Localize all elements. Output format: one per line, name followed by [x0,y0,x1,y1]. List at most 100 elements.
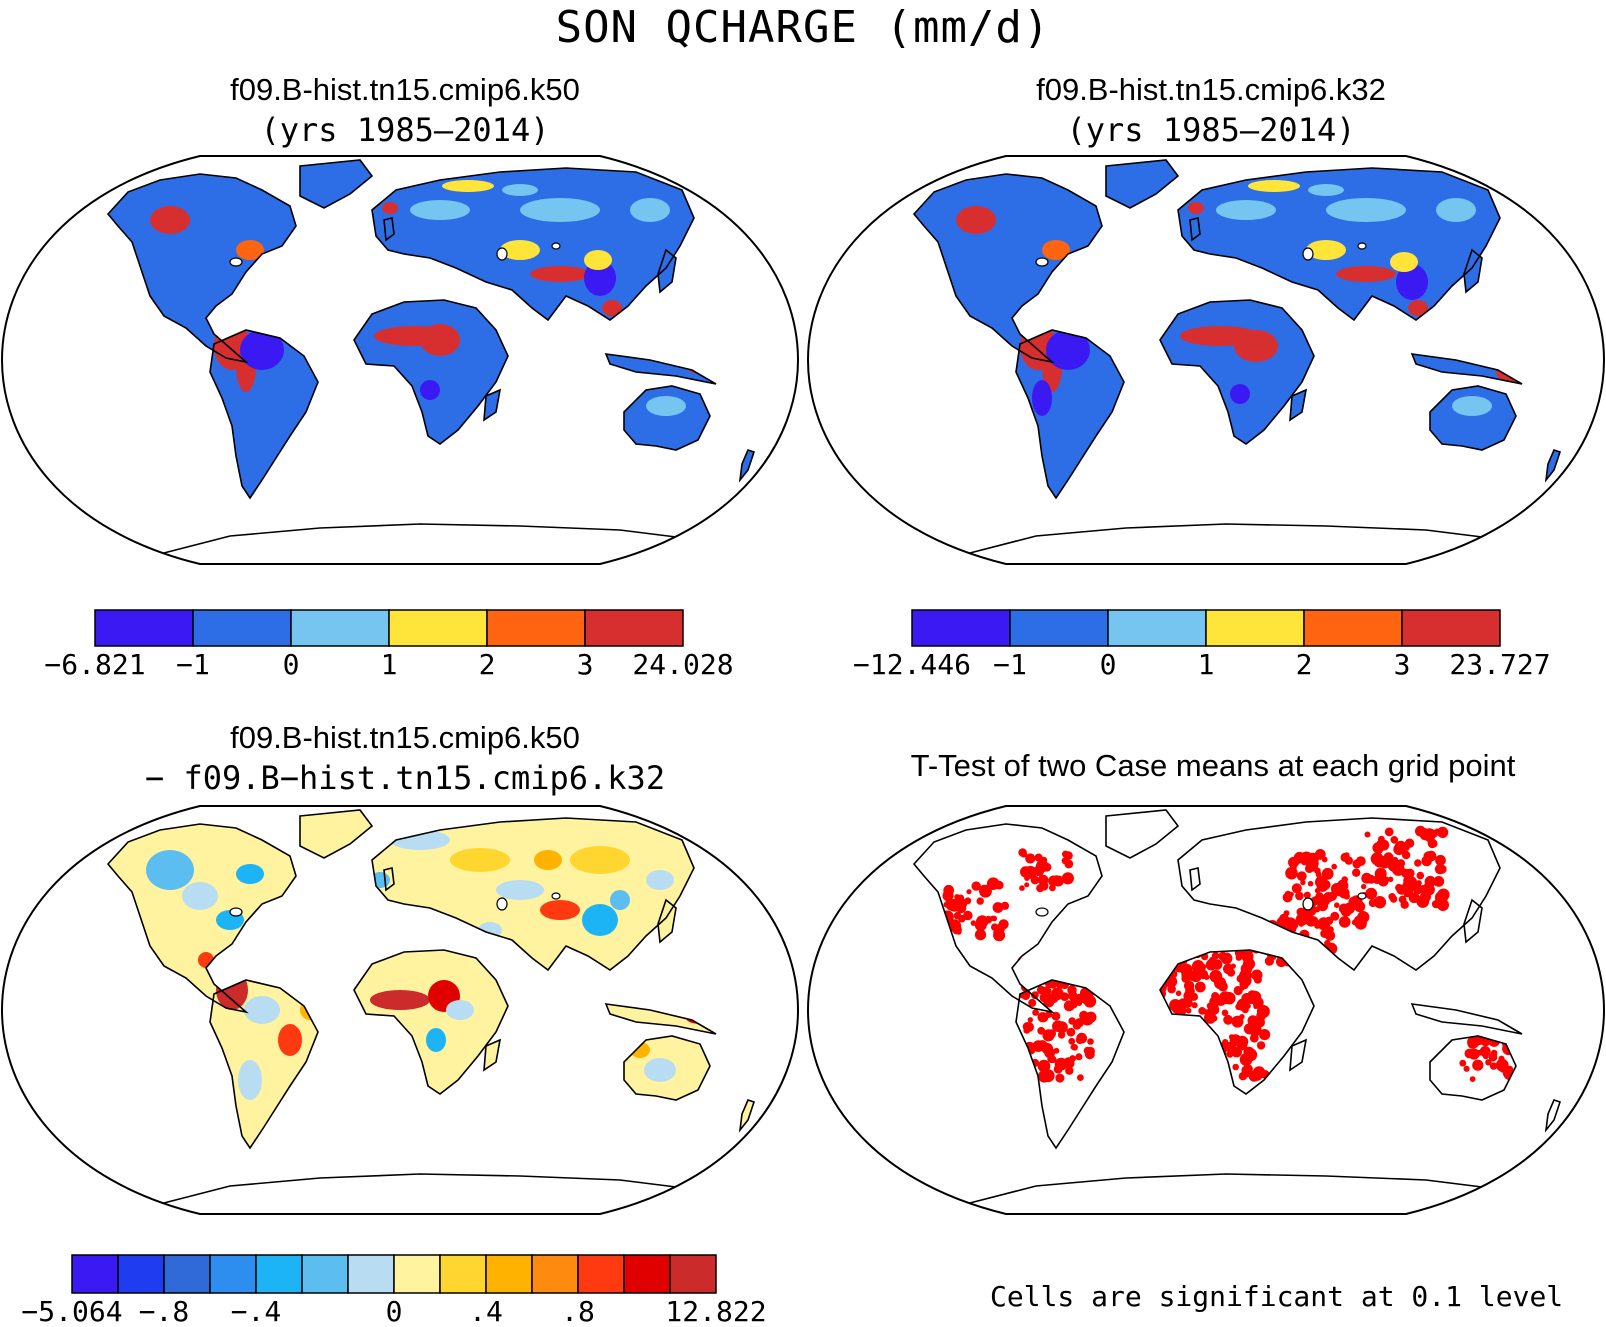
coast-madagascar [1289,388,1308,422]
colorbar-swatch-k32-0 [911,609,1011,647]
colorbar-swatch-k50-3 [388,609,488,647]
coast-uk [1189,867,1201,892]
colorbar-swatch-diff-11 [577,1254,625,1294]
coast-eurasia [1177,167,1501,322]
map-ttest [806,805,1606,1215]
coast-nz [1544,449,1562,483]
panel-k32-case: f09.B-hist.tn15.cmip6.k32 [1036,72,1386,107]
colorbar-swatch-diff-3 [209,1254,257,1294]
coast-australia [623,1035,711,1101]
colorbar-swatch-diff-13 [669,1254,717,1294]
panel-k50-years: (yrs 1985–2014) [260,111,550,149]
coast-africa [353,949,509,1095]
colorbar-difference: −5.064 −.8 −.4 0 .4 .8 12.822 [21,1254,767,1327]
ttest-title: T-Test of two Case means at each grid po… [910,748,1516,783]
coast-uk [1189,217,1201,242]
panel-k32-title: f09.B-hist.tn15.cmip6.k32 (yrs 1985–2014… [816,70,1606,150]
coast-indonesia [604,1003,717,1035]
colorbar-label-k50-0: −6.821 [44,648,145,681]
coast-antarctica [965,1173,1528,1214]
coast-eurasia [371,167,695,322]
colorbar-label-k50-2: 0 [283,648,300,681]
colorbar-swatch-k32-5 [1401,609,1501,647]
coast-south-america [209,329,319,500]
colorbar-swatch-diff-9 [485,1254,533,1294]
map-difference [0,805,800,1215]
colorbar-label-k32-2: 0 [1100,648,1117,681]
colorbar-swatch-k32-1 [1009,609,1109,647]
colorbar-swatch-k32-4 [1303,609,1403,647]
panel-diff-minus: − f09.B−hist.tn15.cmip6.k32 [144,759,666,797]
coast-japan [1463,248,1483,294]
coast-indonesia [604,353,717,385]
coast-north-america [106,823,297,1014]
map-k50 [0,155,800,565]
colorbar-label-diff-2: −.8 [139,1295,190,1327]
colorbar-swatch-diff-2 [163,1254,211,1294]
colorbar-swatch-k32-3 [1205,609,1305,647]
coast-africa [1159,299,1315,445]
coast-madagascar [483,1038,502,1072]
colorbar-swatch-diff-7 [393,1254,441,1294]
coast-nz [738,449,756,483]
colorbar-swatch-diff-12 [623,1254,671,1294]
coast-japan [657,898,677,944]
coast-madagascar [1289,1038,1308,1072]
coast-australia [1429,385,1517,451]
colorbar-label-diff-14: 12.822 [665,1295,766,1327]
colorbar-swatch-k50-0 [94,609,194,647]
coast-greenland [299,159,374,209]
coast-nz [1544,1099,1562,1133]
colorbar-label-k32-6: 23.727 [1449,648,1550,681]
coast-eurasia [371,817,695,972]
colorbar-swatch-diff-6 [347,1254,395,1294]
panel-diff-title: f09.B-hist.tn15.cmip6.k50 − f09.B−hist.t… [10,718,800,798]
colorbar-swatch-diff-1 [117,1254,165,1294]
colorbar-label-k32-4: 2 [1296,648,1313,681]
coast-eurasia [1177,817,1501,972]
colorbar-swatch-diff-4 [255,1254,303,1294]
coast-south-america [1015,329,1125,500]
coast-africa [1159,949,1315,1095]
coast-indonesia [1410,1003,1523,1035]
colorbar-label-k50-6: 24.028 [632,648,733,681]
colorbar-label-k32-0: −12.446 [853,648,971,681]
coast-australia [623,385,711,451]
coast-antarctica [159,1173,722,1214]
coast-uk [383,867,395,892]
colorbar-label-k50-5: 3 [577,648,594,681]
coast-japan [1463,898,1483,944]
colorbar-swatch-diff-5 [301,1254,349,1294]
colorbar-label-k32-5: 3 [1394,648,1411,681]
coast-madagascar [483,388,502,422]
colorbar-label-diff-0: −5.064 [21,1295,122,1327]
panel-k50-case: f09.B-hist.tn15.cmip6.k50 [230,72,580,107]
colorbar-label-k50-1: −1 [176,648,210,681]
coast-indonesia [1410,353,1523,385]
colorbar-label-k32-1: −1 [993,648,1027,681]
panel-k50-title: f09.B-hist.tn15.cmip6.k50 (yrs 1985–2014… [10,70,800,150]
colorbar-swatch-k32-2 [1107,609,1207,647]
coast-south-america [1015,979,1125,1150]
colorbar-swatch-diff-10 [531,1254,579,1294]
colorbar-label-diff-11: .8 [561,1295,595,1327]
panel-k32-years: (yrs 1985–2014) [1066,111,1356,149]
coast-greenland [1105,159,1180,209]
colorbar-label-diff-4: −.4 [231,1295,282,1327]
map-k32 [806,155,1606,565]
coast-greenland [299,809,374,859]
colorbar-label-diff-9: .4 [469,1295,503,1327]
coast-north-america [106,173,297,364]
coast-africa [353,299,509,445]
figure-title: SON QCHARGE (mm/d) [555,2,1051,53]
coast-north-america [912,173,1103,364]
colorbar-swatch-k50-4 [486,609,586,647]
coast-antarctica [965,523,1528,564]
colorbar-swatch-diff-0 [71,1254,119,1294]
panel-diff-case: f09.B-hist.tn15.cmip6.k50 [230,720,580,755]
colorbar-swatch-k50-2 [290,609,390,647]
colorbar-label-k50-4: 2 [479,648,496,681]
coast-uk [383,217,395,242]
colorbar-k50: −6.821 −1 0 1 2 3 24.028 [44,609,734,681]
colorbar-swatch-diff-8 [439,1254,487,1294]
